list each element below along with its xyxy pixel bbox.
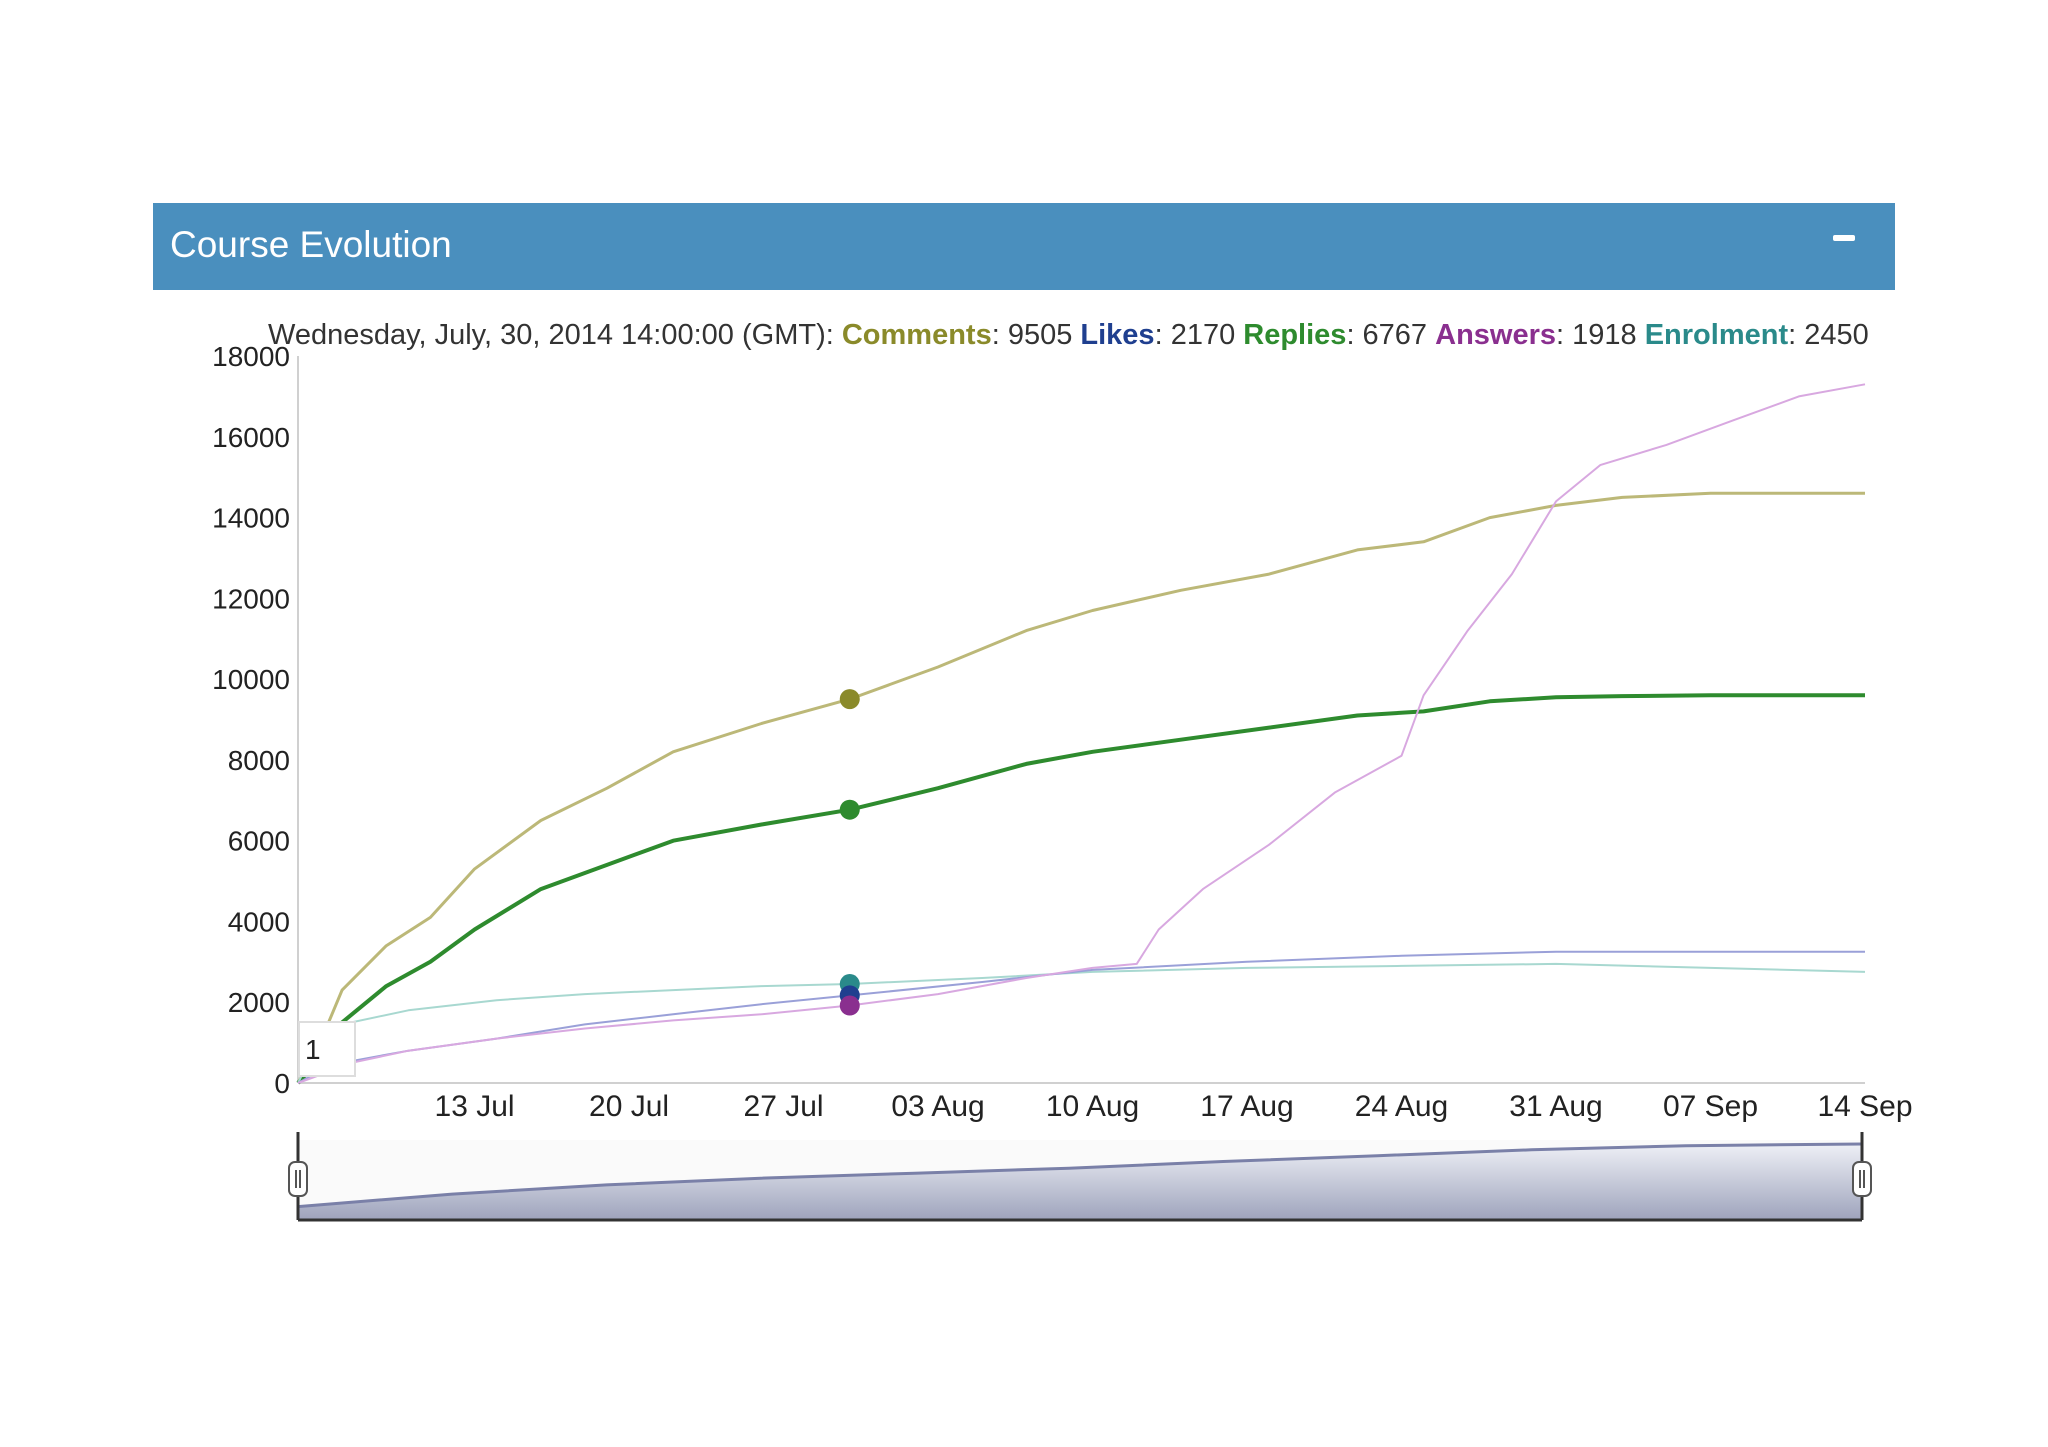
range-handle-grip[interactable]	[1852, 1161, 1872, 1197]
x-tick-label: 17 Aug	[1200, 1090, 1293, 1123]
legend-readout: Wednesday, July, 30, 2014 14:00:00 (GMT)…	[268, 319, 1869, 351]
x-tick-label: 24 Aug	[1355, 1090, 1448, 1123]
highlight-point-comments	[839, 689, 860, 710]
y-tick-label: 0	[274, 1068, 290, 1099]
x-tick-label: 10 Aug	[1046, 1090, 1139, 1123]
panel-header: Course Evolution	[153, 203, 1895, 290]
x-tick-label: 27 Jul	[744, 1090, 824, 1123]
roll-period-value: 1	[305, 1034, 321, 1065]
x-tick-label: 14 Sep	[1817, 1090, 1912, 1123]
y-tick-label: 6000	[228, 826, 290, 857]
x-tick-label: 03 Aug	[891, 1090, 984, 1123]
y-tick-label: 14000	[212, 503, 290, 534]
x-tick-label: 07 Sep	[1663, 1090, 1758, 1123]
legend-series-value: : 2450	[1788, 319, 1869, 351]
range-handle-grip[interactable]	[288, 1161, 308, 1197]
y-tick-label: 10000	[212, 664, 290, 695]
x-tick-label: 31 Aug	[1509, 1090, 1602, 1123]
highlight-point-replies	[839, 799, 860, 820]
y-tick-label: 12000	[212, 583, 290, 614]
highlight-point-answers	[839, 995, 860, 1016]
course-evolution-panel: Course Evolution	[153, 203, 1895, 1447]
roll-period-input[interactable]	[298, 1021, 356, 1077]
y-tick-label: 18000	[212, 341, 290, 372]
y-tick-label: 2000	[228, 987, 290, 1018]
legend-series-value: : 2170	[1155, 319, 1244, 351]
series-line-enrolment	[297, 962, 1866, 1084]
minus-icon[interactable]	[1833, 235, 1855, 241]
range-selector-line	[297, 1142, 1863, 1209]
series-line-likes	[297, 950, 1865, 1084]
range-handle-left[interactable]	[288, 1161, 308, 1197]
x-tick-label: 20 Jul	[589, 1090, 669, 1123]
y-tick-label: 16000	[212, 422, 290, 453]
x-tick-label: 13 Jul	[435, 1090, 515, 1123]
legend-series-value: : 6767	[1346, 319, 1435, 351]
series-line-comments	[296, 491, 1865, 1084]
legend-series-name: Likes	[1080, 319, 1154, 351]
y-tick-label: 8000	[228, 745, 290, 776]
legend-series-name: Enrolment	[1645, 319, 1789, 351]
legend-series-name: Replies	[1243, 319, 1346, 351]
y-tick-label: 4000	[228, 906, 290, 937]
legend-date: Wednesday, July, 30, 2014 14:00:00 (GMT)…	[268, 319, 842, 351]
series-line-answers	[297, 383, 1866, 1084]
legend-series-name: Answers	[1435, 319, 1556, 351]
legend-series-name: Comments	[842, 319, 992, 351]
legend-series-value: : 1918	[1556, 319, 1645, 351]
range-selector-area	[298, 1144, 1862, 1220]
range-handle-right[interactable]	[1852, 1161, 1872, 1197]
series-line-replies	[296, 693, 1865, 1085]
legend-series-value: : 9505	[992, 319, 1081, 351]
panel-title: Course Evolution	[170, 224, 452, 265]
